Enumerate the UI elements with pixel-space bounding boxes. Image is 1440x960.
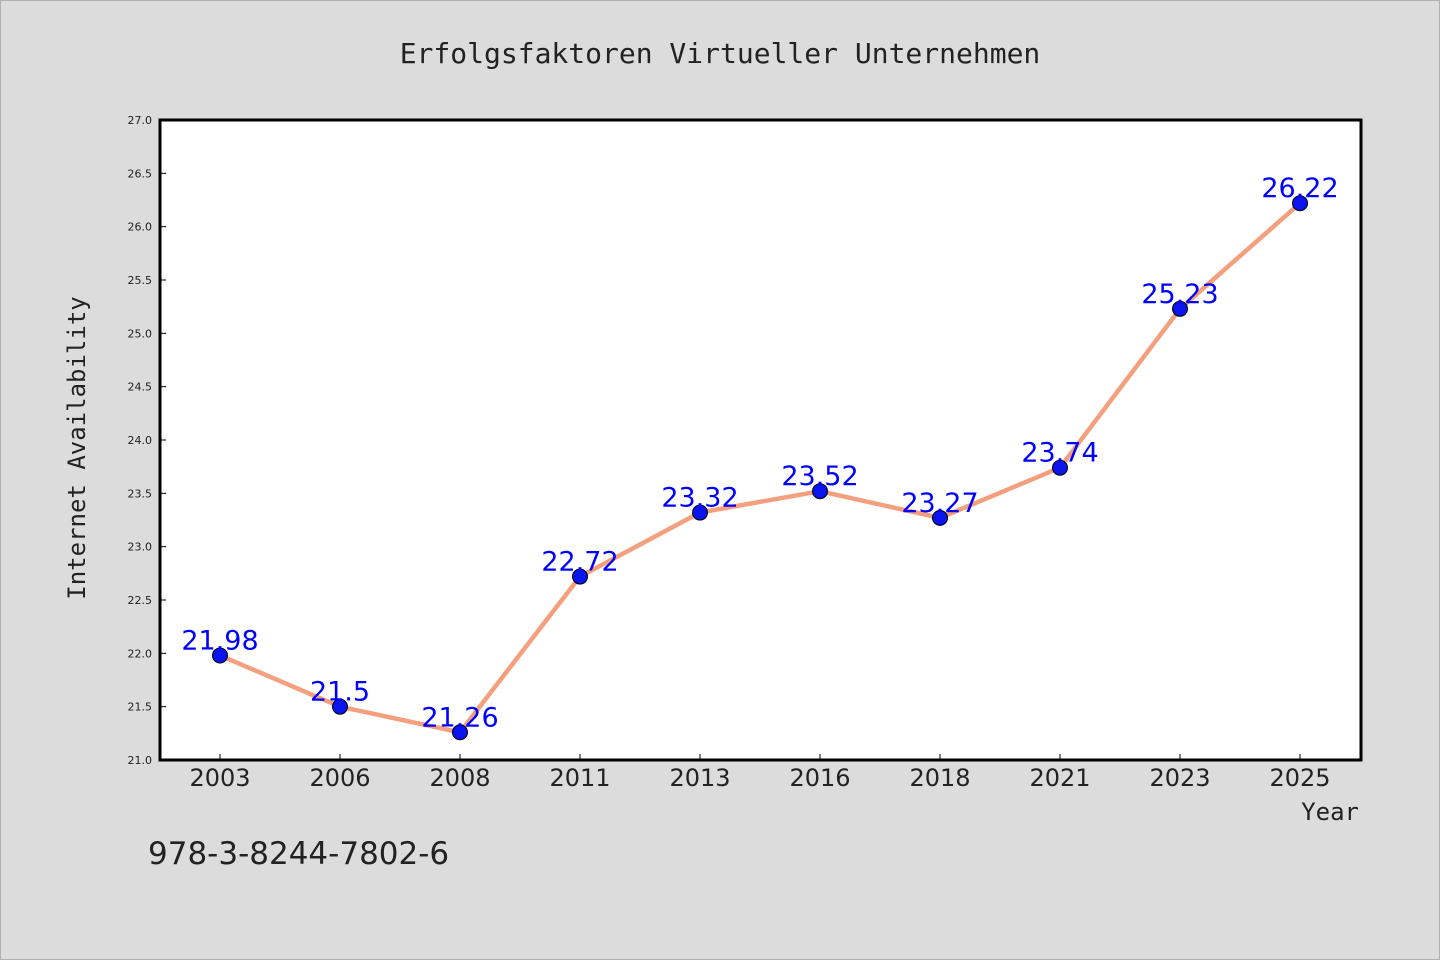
y-tick-label: 26.5 [128,167,153,180]
data-label: 23.32 [661,483,738,514]
chart-title: Erfolgsfaktoren Virtueller Unternehmen [400,37,1041,70]
x-axis-label: Year [1301,798,1359,826]
data-labels: 21.98 21.5 21.26 22.72 23.32 23.52 23.27 23.74 2… [181,173,1338,733]
x-tick-label: 2023 [1149,764,1210,792]
y-tick-label: 23.0 [128,541,153,554]
data-label: 25.23 [1141,279,1218,310]
x-tick-label: 2006 [309,764,370,792]
y-tick-label: 25.5 [128,274,153,287]
y-tick-label: 24.5 [128,381,153,394]
y-tick-label: 27.0 [128,114,153,127]
y-tick-label: 23.5 [128,487,153,500]
y-tick-label: 21.5 [128,701,153,714]
data-point [572,568,588,585]
data-point [1292,195,1308,212]
y-axis-label: Internet Availability [63,296,91,599]
data-point [1052,459,1068,476]
x-tick-label: 2008 [429,764,490,792]
data-point [932,509,948,526]
x-tick-label: 2016 [789,764,850,792]
y-axis: 21.0 21.5 22.0 22.5 23.0 23.5 24.0 24.5 25.0 25.5… [128,114,166,767]
x-tick-label: 2011 [549,764,610,792]
x-axis: 2003 2006 2008 2011 2013 2016 2018 2021 2023 2025 [189,754,1331,792]
y-tick-label: 22.5 [128,594,153,607]
x-tick-label: 2021 [1029,764,1090,792]
data-point [1172,300,1188,317]
data-label: 23.52 [781,461,858,492]
data-label: 21.26 [421,702,498,733]
data-label: 21.5 [310,677,370,708]
plot-area [158,118,1363,762]
y-tick-label: 24.0 [128,434,153,447]
data-point [812,483,828,500]
data-point [212,647,228,664]
data-point [692,504,708,521]
data-label: 22.72 [541,547,618,578]
y-tick-label: 21.0 [128,754,153,767]
data-label: 23.27 [901,488,978,519]
data-point [332,698,348,715]
data-point [452,724,468,741]
x-tick-label: 2013 [669,764,730,792]
y-tick-label: 25.0 [128,327,153,340]
data-label: 23.74 [1021,438,1098,469]
series-line [217,200,1303,735]
data-series [212,195,1308,741]
data-label: 26.22 [1261,173,1338,204]
x-tick-label: 2018 [909,764,970,792]
data-label: 21.98 [181,625,258,656]
x-tick-label: 2025 [1269,764,1330,792]
y-tick-label: 26.0 [128,221,153,234]
y-tick-label: 22.0 [128,647,153,660]
isbn-footer: 978-3-8244-7802-6 [148,836,449,872]
x-tick-label: 2003 [189,764,250,792]
